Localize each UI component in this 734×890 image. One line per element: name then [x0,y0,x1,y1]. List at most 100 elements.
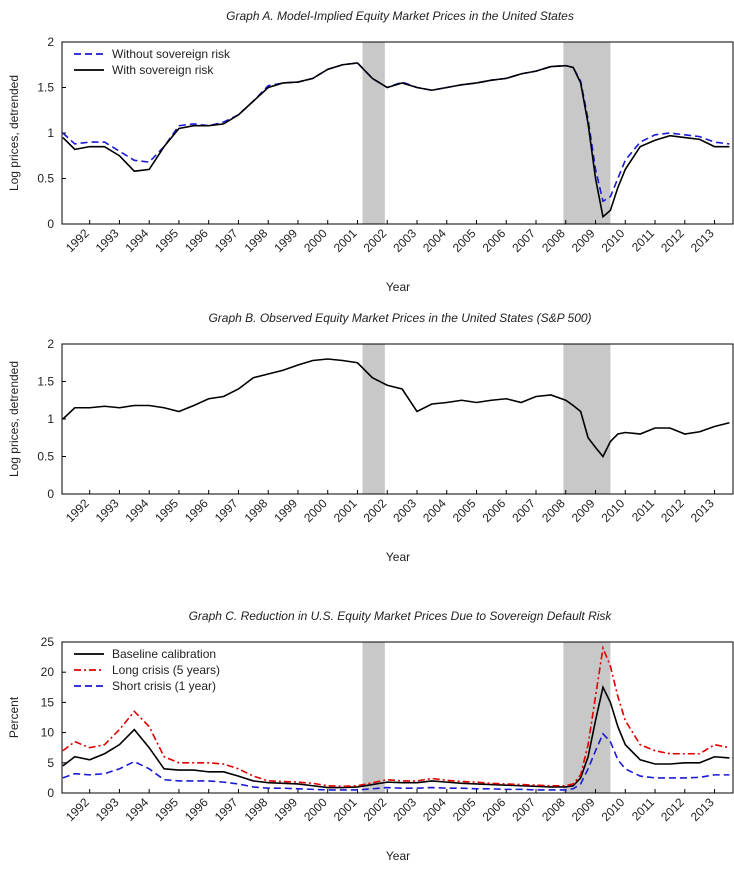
x-tick-label: 1994 [123,496,152,525]
x-tick-label: 2005 [450,795,479,824]
shaded-region [362,344,385,494]
legend-label: Baseline calibration [112,647,216,661]
panel: Graph C. Reduction in U.S. Equity Market… [7,609,734,863]
shaded-region [563,344,611,494]
x-tick-label: 1996 [182,795,211,824]
y-tick-label: 25 [41,635,55,649]
data-line [62,732,730,791]
y-tick-label: 2 [47,337,54,351]
y-tick-label: 1.5 [37,375,54,389]
x-tick-label: 2003 [390,226,419,255]
x-tick-label: 1999 [271,496,300,525]
x-tick-label: 2013 [688,226,717,255]
x-tick-label: 2005 [450,496,479,525]
x-tick-label: 1993 [93,795,122,824]
legend-label: With sovereign risk [112,63,214,77]
x-tick-label: 2011 [629,226,657,254]
x-tick-label: 2001 [331,226,360,255]
shaded-region [362,642,385,793]
x-tick-label: 2008 [539,795,568,824]
x-tick-label: 2008 [539,496,568,525]
x-tick-label: 1996 [182,496,211,525]
data-line [62,358,730,458]
y-tick-label: 1.5 [37,81,54,95]
x-tick-label: 2001 [331,795,360,824]
x-tick-label: 2002 [361,795,390,824]
x-tick-label: 1995 [152,226,181,255]
plot-frame [61,343,734,495]
x-tick-label: 2009 [569,795,598,824]
x-tick-label: 2006 [480,496,509,525]
x-axis-label: Year [386,280,410,294]
x-tick-label: 2013 [688,795,717,824]
x-tick-label: 2004 [420,795,449,824]
y-tick-label: 0 [47,217,54,231]
x-tick-label: 2012 [658,795,687,824]
x-tick-label: 1992 [63,226,92,255]
plot-frame [61,41,734,225]
x-tick-label: 2002 [361,496,390,525]
x-tick-label: 2004 [420,226,449,255]
x-tick-label: 2008 [539,226,568,255]
x-axis-label: Year [386,550,410,564]
x-tick-label: 2006 [480,795,509,824]
x-tick-label: 2010 [599,226,628,255]
x-tick-label: 2000 [301,496,330,525]
x-tick-label: 1998 [242,496,271,525]
chart-title: Graph C. Reduction in U.S. Equity Market… [189,609,613,623]
x-tick-label: 2001 [331,496,360,525]
y-tick-label: 10 [41,726,55,740]
x-tick-label: 2000 [301,226,330,255]
y-tick-label: 0 [47,487,54,501]
x-tick-label: 2009 [569,496,598,525]
x-tick-label: 1999 [271,795,300,824]
y-tick-label: 1 [47,412,54,426]
x-tick-label: 2007 [509,795,538,824]
shaded-region [563,42,611,224]
x-tick-label: 1993 [93,226,122,255]
x-tick-label: 1998 [242,226,271,255]
y-tick-label: 2 [47,35,54,49]
x-tick-label: 2011 [629,496,657,524]
y-tick-label: 20 [41,665,55,679]
chart-title: Graph B. Observed Equity Market Prices i… [208,311,591,325]
x-tick-label: 1992 [63,496,92,525]
x-tick-label: 1997 [212,795,241,824]
x-tick-label: 1995 [152,496,181,525]
panel: Graph A. Model-Implied Equity Market Pri… [7,9,734,294]
legend-label: Without sovereign risk [112,47,231,61]
x-tick-label: 1997 [212,226,241,255]
legend-label: Short crisis (1 year) [112,679,216,693]
x-tick-label: 1999 [271,226,300,255]
x-tick-label: 2012 [658,496,687,525]
y-tick-label: 15 [41,695,55,709]
chart-title: Graph A. Model-Implied Equity Market Pri… [226,9,574,23]
x-tick-label: 2002 [361,226,390,255]
y-tick-label: 0 [47,786,54,800]
x-tick-label: 2007 [509,226,538,255]
y-axis-label: Log prices, detrended [7,361,21,477]
shaded-region [362,42,385,224]
y-tick-label: 5 [47,756,54,770]
y-axis-label: Percent [7,696,21,738]
x-tick-label: 1994 [123,226,152,255]
x-tick-label: 2013 [688,496,717,525]
x-tick-label: 1994 [123,795,152,824]
y-tick-label: 0.5 [37,172,54,186]
x-tick-label: 2003 [390,496,419,525]
shaded-region [563,642,611,793]
x-tick-label: 2011 [629,795,657,823]
x-tick-label: 1993 [93,496,122,525]
plot-frame [61,641,734,794]
data-line [62,684,730,789]
y-tick-label: 1 [47,126,54,140]
x-tick-label: 2012 [658,226,687,255]
x-tick-label: 2007 [509,496,538,525]
x-tick-label: 1996 [182,226,211,255]
x-tick-label: 2009 [569,226,598,255]
data-line [62,645,730,788]
x-tick-label: 2000 [301,795,330,824]
x-tick-label: 1995 [152,795,181,824]
